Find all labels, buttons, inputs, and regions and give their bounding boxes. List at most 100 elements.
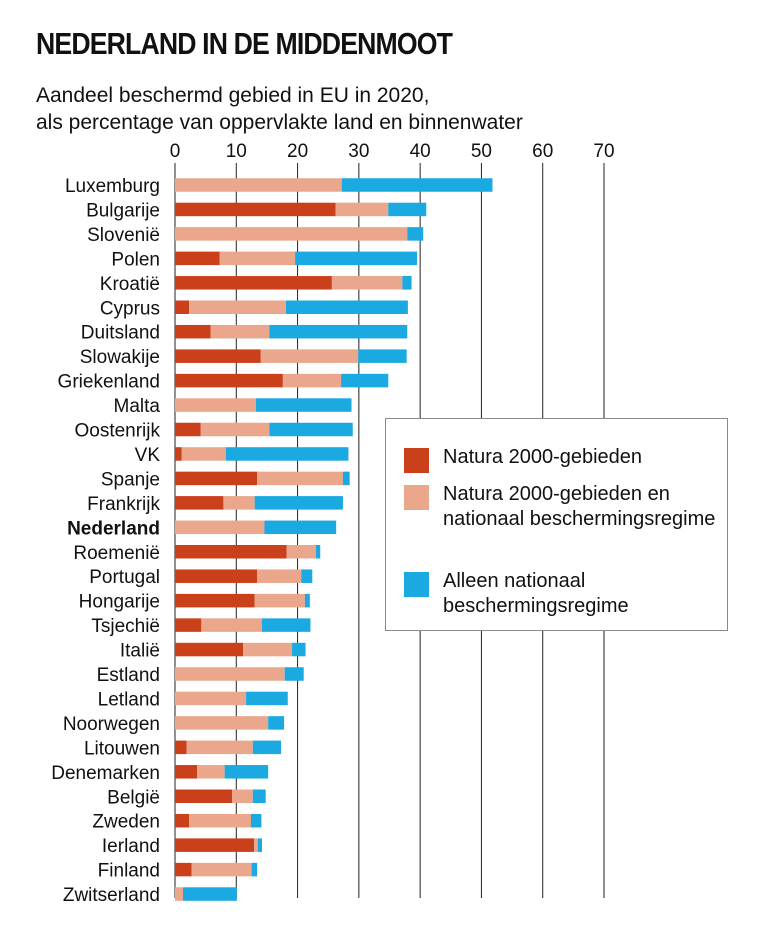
bar-segment — [402, 276, 412, 290]
category-label: Duitsland — [81, 323, 160, 344]
category-label: Tsjechië — [91, 616, 160, 637]
bar-segment — [175, 765, 198, 779]
bar-segment — [189, 300, 286, 314]
legend-label-natura2000-national: Natura 2000-gebieden en nationaal besche… — [443, 483, 716, 530]
category-label: Spanje — [101, 469, 160, 490]
category-label: Italië — [120, 641, 160, 662]
bar-segment — [175, 251, 220, 266]
x-tick-label: 10 — [226, 141, 247, 162]
bar-segment — [295, 251, 418, 266]
bar-segment — [175, 202, 336, 217]
bar-segment — [189, 813, 251, 828]
legend-label-natura2000: Natura 2000-gebieden — [443, 446, 643, 468]
bar-segment — [252, 740, 282, 755]
bar-segment — [219, 251, 296, 266]
chart-title: NEDERLAND IN DE MIDDENMOOT — [36, 26, 453, 61]
subtitle-line-2: als percentage van oppervlakte land en b… — [36, 111, 523, 134]
category-label: Hongarije — [79, 592, 160, 613]
category-label: Denemarken — [51, 763, 160, 784]
chart-legend: Natura 2000-gebieden Natura 2000-gebiede… — [385, 418, 728, 631]
category-label: Frankrijk — [87, 494, 160, 515]
bar-segment — [224, 765, 269, 779]
bar-segment — [331, 276, 403, 290]
bar-segment — [175, 618, 202, 632]
category-label: Cyprus — [100, 298, 160, 319]
bar-segment — [175, 667, 285, 681]
legend-swatch-national-only — [404, 572, 429, 597]
bar-segment — [335, 202, 389, 217]
bar-segment — [175, 691, 247, 706]
category-label: Portugal — [89, 567, 160, 588]
bar-segment — [284, 667, 304, 681]
category-label: Roemenië — [73, 543, 160, 564]
bar-segment — [175, 178, 342, 192]
bar-segment — [175, 642, 244, 657]
x-tick-label: 0 — [170, 141, 181, 162]
bar-segment — [200, 422, 270, 437]
bar-segment — [257, 838, 263, 852]
bar-segment — [175, 422, 201, 437]
x-tick-label: 30 — [348, 141, 369, 162]
bar-segment — [175, 447, 182, 461]
bar-segment — [175, 398, 256, 412]
legend-label-national-only: Alleen nationaal beschermingsregime — [443, 570, 629, 617]
category-label: Polen — [111, 249, 160, 270]
x-tick-label: 70 — [593, 141, 614, 162]
bar-segment — [175, 813, 190, 828]
bar-segment — [315, 545, 321, 559]
bar-segment — [251, 862, 258, 877]
bar-segment — [186, 740, 253, 755]
bar-segment — [260, 349, 359, 363]
bar-segment — [175, 838, 255, 852]
bar-segment — [262, 618, 311, 632]
x-tick-label: 20 — [287, 141, 308, 162]
bar-segment — [358, 349, 407, 363]
bar-segment — [181, 447, 226, 461]
category-label: Finland — [98, 861, 160, 882]
bar-segment — [175, 373, 283, 388]
bar-segment — [285, 300, 408, 314]
bar-segment — [182, 887, 237, 901]
category-label: Nederland — [67, 518, 160, 539]
bar-segment — [286, 545, 316, 559]
category-label: Kroatië — [100, 274, 160, 295]
category-label: Zwitserland — [63, 885, 160, 906]
x-tick-label: 50 — [471, 141, 492, 162]
bar-segment — [269, 422, 353, 437]
chart-subtitle: Aandeel beschermd gebied in EU in 2020, … — [36, 82, 523, 136]
bar-segment — [201, 618, 263, 632]
bar-segment — [175, 324, 211, 339]
bar-segment — [341, 373, 389, 388]
bar-segment — [257, 471, 343, 486]
bar-segment — [175, 887, 183, 901]
category-label: Oostenrijk — [74, 421, 160, 442]
bar-segment — [304, 593, 310, 608]
bar-segment — [175, 569, 258, 583]
category-label: Luxemburg — [65, 176, 160, 197]
bar-segment — [246, 691, 288, 706]
bar-segment — [210, 324, 270, 339]
bar-segment — [223, 496, 255, 510]
bar-segment — [175, 520, 265, 535]
bar-segment — [301, 569, 313, 583]
bar-segment — [254, 496, 343, 510]
bar-segment — [175, 276, 332, 290]
bar-segment — [175, 227, 408, 241]
bar-segment — [175, 471, 258, 486]
legend-swatch-natura2000 — [404, 448, 429, 473]
bar-segment — [407, 227, 424, 241]
bar-segment — [175, 593, 255, 608]
category-label: Noorwegen — [63, 714, 160, 735]
category-label: Slowakije — [80, 347, 160, 368]
subtitle-line-1: Aandeel beschermd gebied in EU in 2020, — [36, 84, 430, 107]
x-tick-label: 60 — [532, 141, 553, 162]
bar-segment — [191, 862, 252, 877]
x-tick-label: 40 — [410, 141, 431, 162]
bar-segment — [175, 789, 232, 803]
category-label: Griekenland — [58, 372, 160, 393]
bar-segment — [388, 202, 427, 217]
bar-segment — [252, 789, 266, 803]
bar-segment — [341, 178, 493, 192]
bar-segment — [269, 324, 408, 339]
